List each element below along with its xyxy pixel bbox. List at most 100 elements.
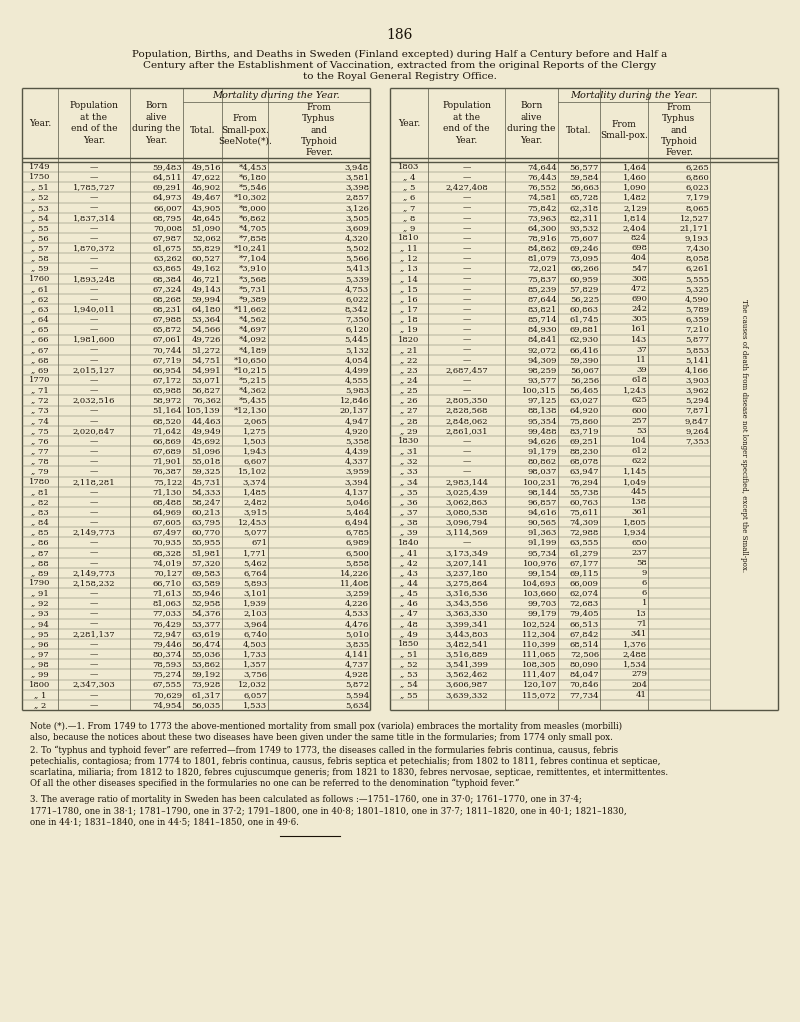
Text: 56,256: 56,256 xyxy=(570,376,599,384)
Text: 91,179: 91,179 xyxy=(527,448,557,455)
Text: „ 6: „ 6 xyxy=(403,193,415,201)
Text: 70,629: 70,629 xyxy=(153,691,182,699)
Text: 46,902: 46,902 xyxy=(192,183,221,191)
Text: 1,814: 1,814 xyxy=(622,214,647,222)
Text: 67,987: 67,987 xyxy=(153,234,182,242)
Text: 3,964: 3,964 xyxy=(243,619,267,628)
Text: „ 51: „ 51 xyxy=(31,183,49,191)
Text: —: — xyxy=(462,316,470,323)
Text: 68,268: 68,268 xyxy=(153,295,182,303)
Text: 77,734: 77,734 xyxy=(570,691,599,699)
Text: 73,095: 73,095 xyxy=(570,254,599,263)
Text: 51,272: 51,272 xyxy=(192,345,221,354)
Text: 2,805,350: 2,805,350 xyxy=(446,397,488,405)
Text: 1,376: 1,376 xyxy=(623,640,647,648)
Text: 6,500: 6,500 xyxy=(346,549,369,557)
Text: Year.: Year. xyxy=(398,119,420,128)
Text: „ 65: „ 65 xyxy=(31,325,49,333)
Text: 3,275,864: 3,275,864 xyxy=(445,579,488,588)
Text: „ 28: „ 28 xyxy=(400,417,418,425)
Text: 20,137: 20,137 xyxy=(340,407,369,415)
Text: 66,009: 66,009 xyxy=(570,579,599,588)
Text: 74,581: 74,581 xyxy=(527,193,557,201)
Text: 3,609: 3,609 xyxy=(345,224,369,232)
Text: 59,584: 59,584 xyxy=(570,173,599,181)
Text: 6,989: 6,989 xyxy=(345,539,369,547)
Text: „ 43: „ 43 xyxy=(400,569,418,577)
Text: „ 42: „ 42 xyxy=(400,559,418,567)
Text: 94,616: 94,616 xyxy=(528,508,557,516)
Text: 618: 618 xyxy=(631,376,647,384)
Text: 72,988: 72,988 xyxy=(570,528,599,537)
Text: 56,067: 56,067 xyxy=(570,366,599,374)
Text: „ 44: „ 44 xyxy=(400,579,418,588)
Text: 72,021: 72,021 xyxy=(528,265,557,273)
Text: 1,981,600: 1,981,600 xyxy=(73,335,115,343)
Text: 5,325: 5,325 xyxy=(685,285,709,293)
Text: 3,126: 3,126 xyxy=(345,203,369,212)
Text: „ 13: „ 13 xyxy=(400,265,418,273)
Text: 75,611: 75,611 xyxy=(570,508,599,516)
Text: 98,144: 98,144 xyxy=(527,487,557,496)
Text: 68,514: 68,514 xyxy=(570,640,599,648)
Text: 5,594: 5,594 xyxy=(345,691,369,699)
Text: „ 2: „ 2 xyxy=(34,701,46,709)
Text: 61,745: 61,745 xyxy=(570,316,599,323)
Text: —: — xyxy=(462,193,470,201)
Text: 74,019: 74,019 xyxy=(153,559,182,567)
Text: 698: 698 xyxy=(631,244,647,252)
Text: 67,177: 67,177 xyxy=(570,559,599,567)
Text: 143: 143 xyxy=(630,335,647,343)
Text: „ 35: „ 35 xyxy=(400,487,418,496)
Text: 8,342: 8,342 xyxy=(345,306,369,313)
Text: *4,453: *4,453 xyxy=(238,164,267,171)
Text: 98,037: 98,037 xyxy=(528,467,557,475)
Text: „ 38: „ 38 xyxy=(400,518,418,526)
Text: 76,362: 76,362 xyxy=(192,397,221,405)
Text: 2,281,137: 2,281,137 xyxy=(73,630,115,638)
Text: 4,166: 4,166 xyxy=(685,366,709,374)
Text: 1,275: 1,275 xyxy=(243,427,267,435)
Text: „ 75: „ 75 xyxy=(31,427,49,435)
Text: 63,619: 63,619 xyxy=(192,630,221,638)
Text: —: — xyxy=(90,670,98,679)
Text: 83,719: 83,719 xyxy=(570,427,599,435)
Text: „ 61: „ 61 xyxy=(31,285,49,293)
Text: 66,007: 66,007 xyxy=(153,203,182,212)
Text: 91,199: 91,199 xyxy=(527,539,557,547)
Text: 3,948: 3,948 xyxy=(345,164,369,171)
Text: „ 4: „ 4 xyxy=(402,173,415,181)
Text: „ 95: „ 95 xyxy=(31,630,49,638)
Text: 63,865: 63,865 xyxy=(153,265,182,273)
Text: 51,096: 51,096 xyxy=(192,448,221,455)
Text: Year.: Year. xyxy=(29,119,51,128)
Text: 3,482,541: 3,482,541 xyxy=(445,640,488,648)
Text: „ 21: „ 21 xyxy=(400,345,418,354)
Text: 56,827: 56,827 xyxy=(192,386,221,394)
Text: 44,463: 44,463 xyxy=(191,417,221,425)
Text: 6,494: 6,494 xyxy=(345,518,369,526)
Text: 1,460: 1,460 xyxy=(623,173,647,181)
Text: 1,090: 1,090 xyxy=(623,183,647,191)
Text: 64,920: 64,920 xyxy=(570,407,599,415)
Text: „ 96: „ 96 xyxy=(31,640,49,648)
Text: 69,246: 69,246 xyxy=(570,244,599,252)
Text: 51,090: 51,090 xyxy=(192,224,221,232)
Text: 78,916: 78,916 xyxy=(528,234,557,242)
Text: 1,503: 1,503 xyxy=(243,437,267,445)
Text: 83,821: 83,821 xyxy=(528,306,557,313)
Text: 79,405: 79,405 xyxy=(570,609,599,617)
Text: 61,279: 61,279 xyxy=(570,549,599,557)
Text: 60,763: 60,763 xyxy=(570,498,599,506)
Text: 2,149,773: 2,149,773 xyxy=(73,528,115,537)
Text: „ 82: „ 82 xyxy=(31,498,49,506)
Text: 112,304: 112,304 xyxy=(522,630,557,638)
Text: „ 27: „ 27 xyxy=(400,407,418,415)
Text: 57,829: 57,829 xyxy=(570,285,599,293)
Text: Born
alive
during the
Year.: Born alive during the Year. xyxy=(507,101,556,145)
Text: 1,464: 1,464 xyxy=(622,164,647,171)
Text: „ 83: „ 83 xyxy=(31,508,49,516)
Text: 46,721: 46,721 xyxy=(192,275,221,283)
Text: 1,943: 1,943 xyxy=(242,448,267,455)
Text: 2,065: 2,065 xyxy=(243,417,267,425)
